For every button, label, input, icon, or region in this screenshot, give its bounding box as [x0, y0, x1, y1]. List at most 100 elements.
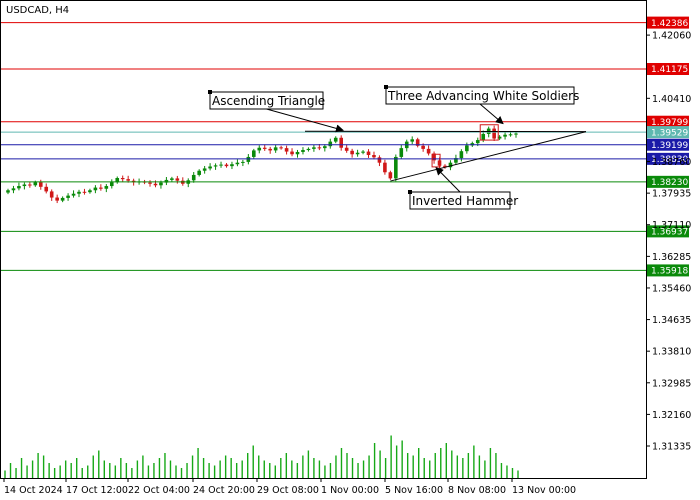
y-tick-label: 1.36285 — [652, 252, 691, 263]
candle-body — [55, 197, 59, 201]
candle-body — [361, 151, 365, 153]
candle-body — [202, 168, 207, 171]
y-tick-label: 1.42060 — [652, 31, 691, 42]
candle-body — [159, 182, 163, 186]
candle-body — [109, 182, 114, 187]
candle-body — [77, 191, 81, 194]
candle-body — [22, 184, 27, 187]
candle-body — [273, 147, 278, 151]
level-price-label: 1.35918 — [651, 267, 688, 277]
candle-body — [164, 179, 169, 183]
white-soldiers-highlight — [479, 124, 499, 141]
y-tick-label: 1.33810 — [652, 347, 691, 358]
candle-body — [104, 186, 109, 189]
y-tick-label: 1.34635 — [652, 315, 691, 326]
candle-body — [508, 134, 513, 136]
candle-body — [153, 183, 158, 186]
level-price-label: 1.39799 — [651, 118, 688, 128]
candle-body — [317, 147, 322, 149]
candle-body — [421, 145, 425, 149]
level-price-label: 1.39199 — [651, 141, 688, 151]
candle-body — [448, 162, 453, 168]
y-tick-label: 1.40410 — [652, 94, 691, 105]
candle-body — [66, 195, 70, 198]
candle-body — [454, 158, 458, 163]
plot-area — [0, 0, 647, 479]
x-tick-label: 22 Oct 04:00 — [128, 485, 190, 496]
candle-body — [437, 160, 442, 166]
candle-body — [443, 165, 447, 168]
candle-body — [465, 145, 469, 152]
level-price-tag — [647, 16, 689, 29]
candle-body — [268, 148, 272, 151]
ascending-triangle-callout-arrow — [266, 108, 344, 133]
candle-body — [355, 152, 360, 155]
y-tick-label: 1.35460 — [652, 283, 691, 294]
candle-body — [514, 133, 518, 135]
ascending-triangle-callout-label: Ascending Triangle — [212, 94, 325, 108]
y-tick-label: 1.32985 — [652, 378, 691, 389]
x-tick-label: 1 Nov 00:00 — [321, 485, 379, 496]
candle-body — [262, 147, 267, 149]
candle-body — [38, 182, 43, 187]
candle-body — [241, 161, 245, 163]
candle-body — [394, 156, 398, 179]
candle-body — [475, 140, 480, 144]
candle-body — [197, 170, 201, 175]
candle-body — [426, 148, 431, 154]
level-price-tag — [647, 126, 689, 139]
candle-body — [339, 137, 344, 148]
candle-body — [284, 148, 289, 152]
candle-body — [295, 151, 300, 155]
x-tick-label: 5 Nov 16:00 — [385, 485, 443, 496]
candle-body — [372, 155, 376, 158]
candle-body — [306, 148, 311, 151]
level-price-tag — [647, 115, 689, 128]
candle-body — [88, 190, 92, 193]
candle-body — [191, 174, 196, 181]
candle-body — [279, 147, 283, 149]
candle-body — [252, 150, 256, 157]
candle-body — [11, 188, 16, 191]
y-tick-label: 1.32160 — [652, 410, 691, 421]
candle-body — [333, 137, 338, 142]
candle-body — [399, 148, 404, 157]
level-price-tag — [647, 63, 689, 76]
level-price-tag — [647, 264, 689, 277]
level-price-tag — [647, 175, 689, 188]
level-price-label: 1.38230 — [651, 178, 688, 188]
candle-body — [497, 136, 502, 139]
candle-body — [60, 197, 65, 201]
inverted-hammer-callout-label: Inverted Hammer — [412, 194, 518, 208]
candle-body — [377, 157, 382, 163]
level-price-label: 1.36937 — [651, 228, 688, 238]
level-price-tag — [647, 152, 689, 165]
level-price-tag — [647, 225, 689, 238]
candle-body — [99, 187, 103, 189]
triangle-lower-line — [390, 131, 587, 182]
chart-title: USDCAD, H4 — [6, 5, 69, 16]
level-price-label: 1.42386 — [651, 19, 688, 29]
x-tick-label: 8 Nov 08:00 — [448, 485, 506, 496]
x-tick-label: 13 Nov 00:00 — [512, 485, 576, 496]
inverted-hammer-callout-arrow — [435, 166, 461, 193]
candle-body — [120, 178, 125, 180]
x-tick-label: 17 Oct 12:00 — [66, 485, 128, 496]
candle-body — [93, 187, 98, 191]
y-tick-label: 1.38760 — [652, 157, 691, 168]
candle-body — [503, 134, 507, 137]
candle-body — [219, 164, 223, 166]
candle-body — [82, 191, 87, 193]
candle-body — [410, 139, 415, 142]
level-price-label: 1.39529 — [651, 128, 688, 138]
x-tick-label: 24 Oct 20:00 — [193, 485, 255, 496]
candle-body — [126, 179, 130, 181]
candle-body — [28, 184, 32, 186]
candle-body — [312, 147, 316, 149]
candle-body — [44, 186, 49, 192]
candle-body — [432, 153, 436, 161]
inverted-hammer-highlight — [431, 153, 441, 168]
candle-body — [350, 150, 354, 155]
candle-body — [415, 139, 420, 146]
